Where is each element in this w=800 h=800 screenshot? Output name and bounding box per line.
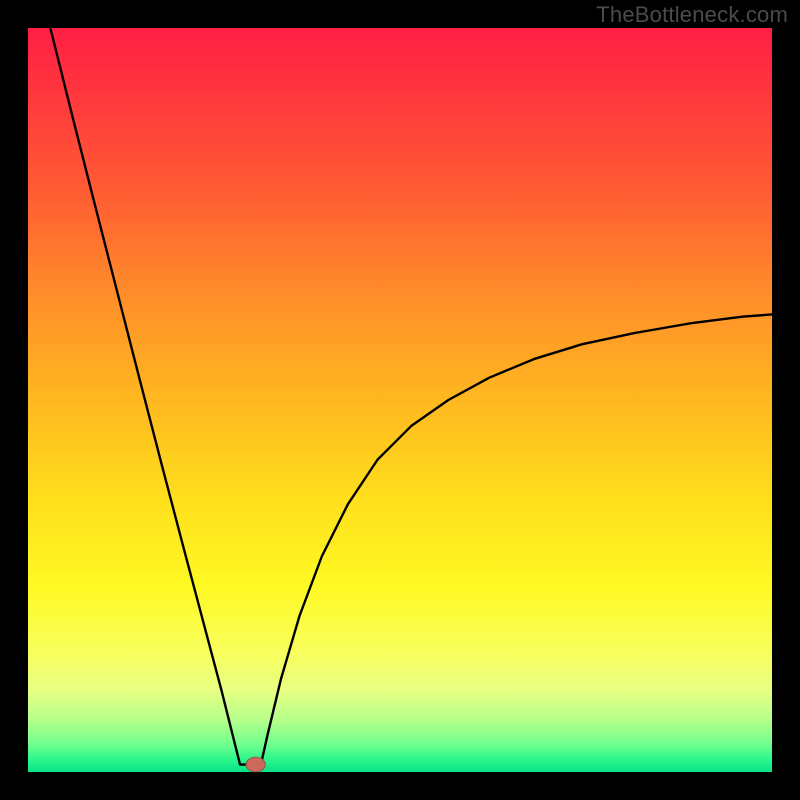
optimal-marker: [246, 757, 265, 772]
chart-container: TheBottleneck.com: [0, 0, 800, 800]
gradient-background: [28, 28, 772, 772]
plot-svg: [28, 28, 772, 772]
plot-area: [28, 28, 772, 772]
watermark-text: TheBottleneck.com: [596, 2, 788, 28]
